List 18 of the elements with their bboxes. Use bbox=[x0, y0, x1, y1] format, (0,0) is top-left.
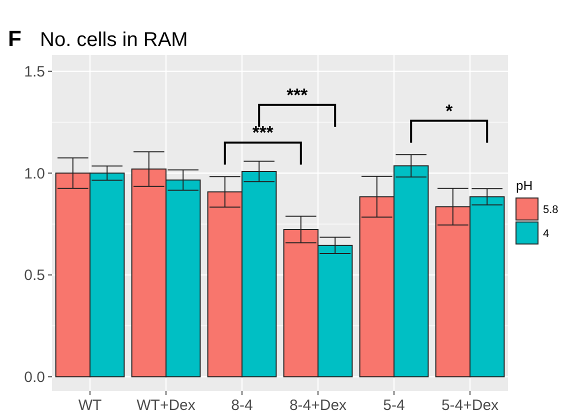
annotation: * bbox=[446, 100, 453, 121]
legend-title: pH bbox=[516, 178, 533, 193]
x-tick-label: 5-4 bbox=[383, 397, 405, 414]
y-tick-label: 1.5 bbox=[24, 64, 45, 81]
x-tick-label: WT bbox=[78, 397, 102, 414]
y-tick-label: 0.5 bbox=[24, 267, 45, 284]
y-tick-label: 1.0 bbox=[24, 165, 45, 182]
y-tick-label: 0.0 bbox=[24, 368, 45, 386]
x-tick-label: 8-4+Dex bbox=[289, 397, 348, 414]
x-tick-label: WT+Dex bbox=[136, 397, 196, 414]
legend-label: 4 bbox=[543, 228, 550, 240]
significance-bracket: * bbox=[410, 100, 488, 143]
legend-label: 5.8 bbox=[543, 204, 558, 216]
text: F bbox=[8, 26, 22, 51]
annotation: *** bbox=[286, 84, 308, 105]
x-tick-label: 8-4 bbox=[231, 397, 253, 414]
x-tick-label: 5-4+Dex bbox=[441, 397, 500, 414]
chart-title: No. cells in RAM bbox=[40, 29, 188, 51]
